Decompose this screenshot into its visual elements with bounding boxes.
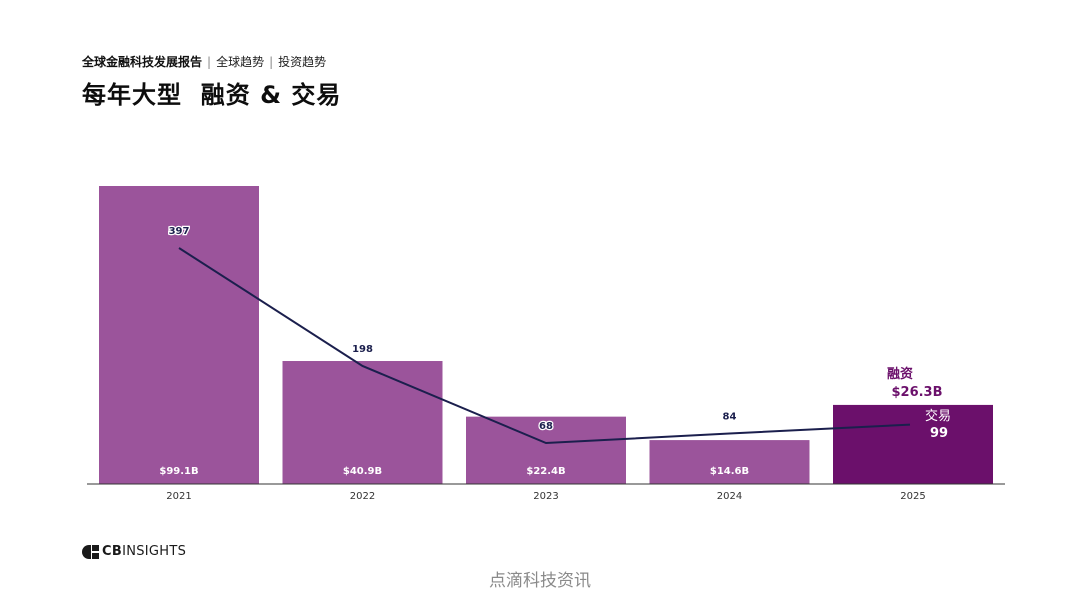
breadcrumb: 全球金融科技发展报告 | 全球趋势 | 投资趋势 bbox=[82, 53, 341, 71]
cb-insights-logo: CBINSIGHTS bbox=[82, 544, 186, 559]
funding-2025-value: $26.3B bbox=[891, 385, 942, 400]
logo-text: CBINSIGHTS bbox=[102, 544, 187, 559]
funding-legend-label: 融资 bbox=[887, 366, 913, 382]
x-tick-label: 2021 bbox=[166, 491, 191, 502]
x-tick-label: 2022 bbox=[350, 491, 375, 502]
deal-count-label: 198 bbox=[352, 344, 373, 355]
deals-2025-value: 99 bbox=[930, 426, 948, 441]
watermark: 点滴科技资讯 bbox=[489, 571, 591, 591]
bar-2024 bbox=[649, 440, 810, 484]
deal-count-label: 84 bbox=[723, 412, 737, 423]
bar-2025 bbox=[833, 404, 993, 484]
breadcrumb-separator: | bbox=[207, 55, 212, 69]
bar-value-label: $99.1B bbox=[159, 466, 198, 477]
bar-2023 bbox=[466, 416, 626, 484]
bar-value-label: $22.4B bbox=[526, 466, 565, 477]
subsection-label: 投资趋势 bbox=[278, 55, 327, 69]
report-header: 全球金融科技发展报告 | 全球趋势 | 投资趋势 每年大型 融资 & 交易 bbox=[82, 53, 341, 111]
bar-2022 bbox=[282, 361, 443, 484]
deal-count-label: 68 bbox=[539, 421, 553, 432]
bar-2021 bbox=[99, 186, 259, 484]
section-label: 全球趋势 bbox=[216, 55, 265, 69]
deals-legend-label: 交易 bbox=[925, 408, 951, 424]
bar-value-label: $40.9B bbox=[343, 466, 382, 477]
breadcrumb-separator: | bbox=[269, 55, 274, 69]
x-tick-label: 2023 bbox=[533, 491, 558, 502]
page-title: 每年大型 融资 & 交易 bbox=[82, 81, 342, 109]
report-name: 全球金融科技发展报告 bbox=[82, 55, 203, 69]
x-tick-label: 2025 bbox=[900, 491, 925, 502]
bar-value-label: $14.6B bbox=[710, 466, 749, 477]
x-tick-label: 2024 bbox=[717, 491, 742, 502]
cb-insights-logo-icon bbox=[82, 544, 99, 559]
deals-line bbox=[178, 247, 911, 445]
deal-count-label: 397 bbox=[169, 226, 190, 237]
